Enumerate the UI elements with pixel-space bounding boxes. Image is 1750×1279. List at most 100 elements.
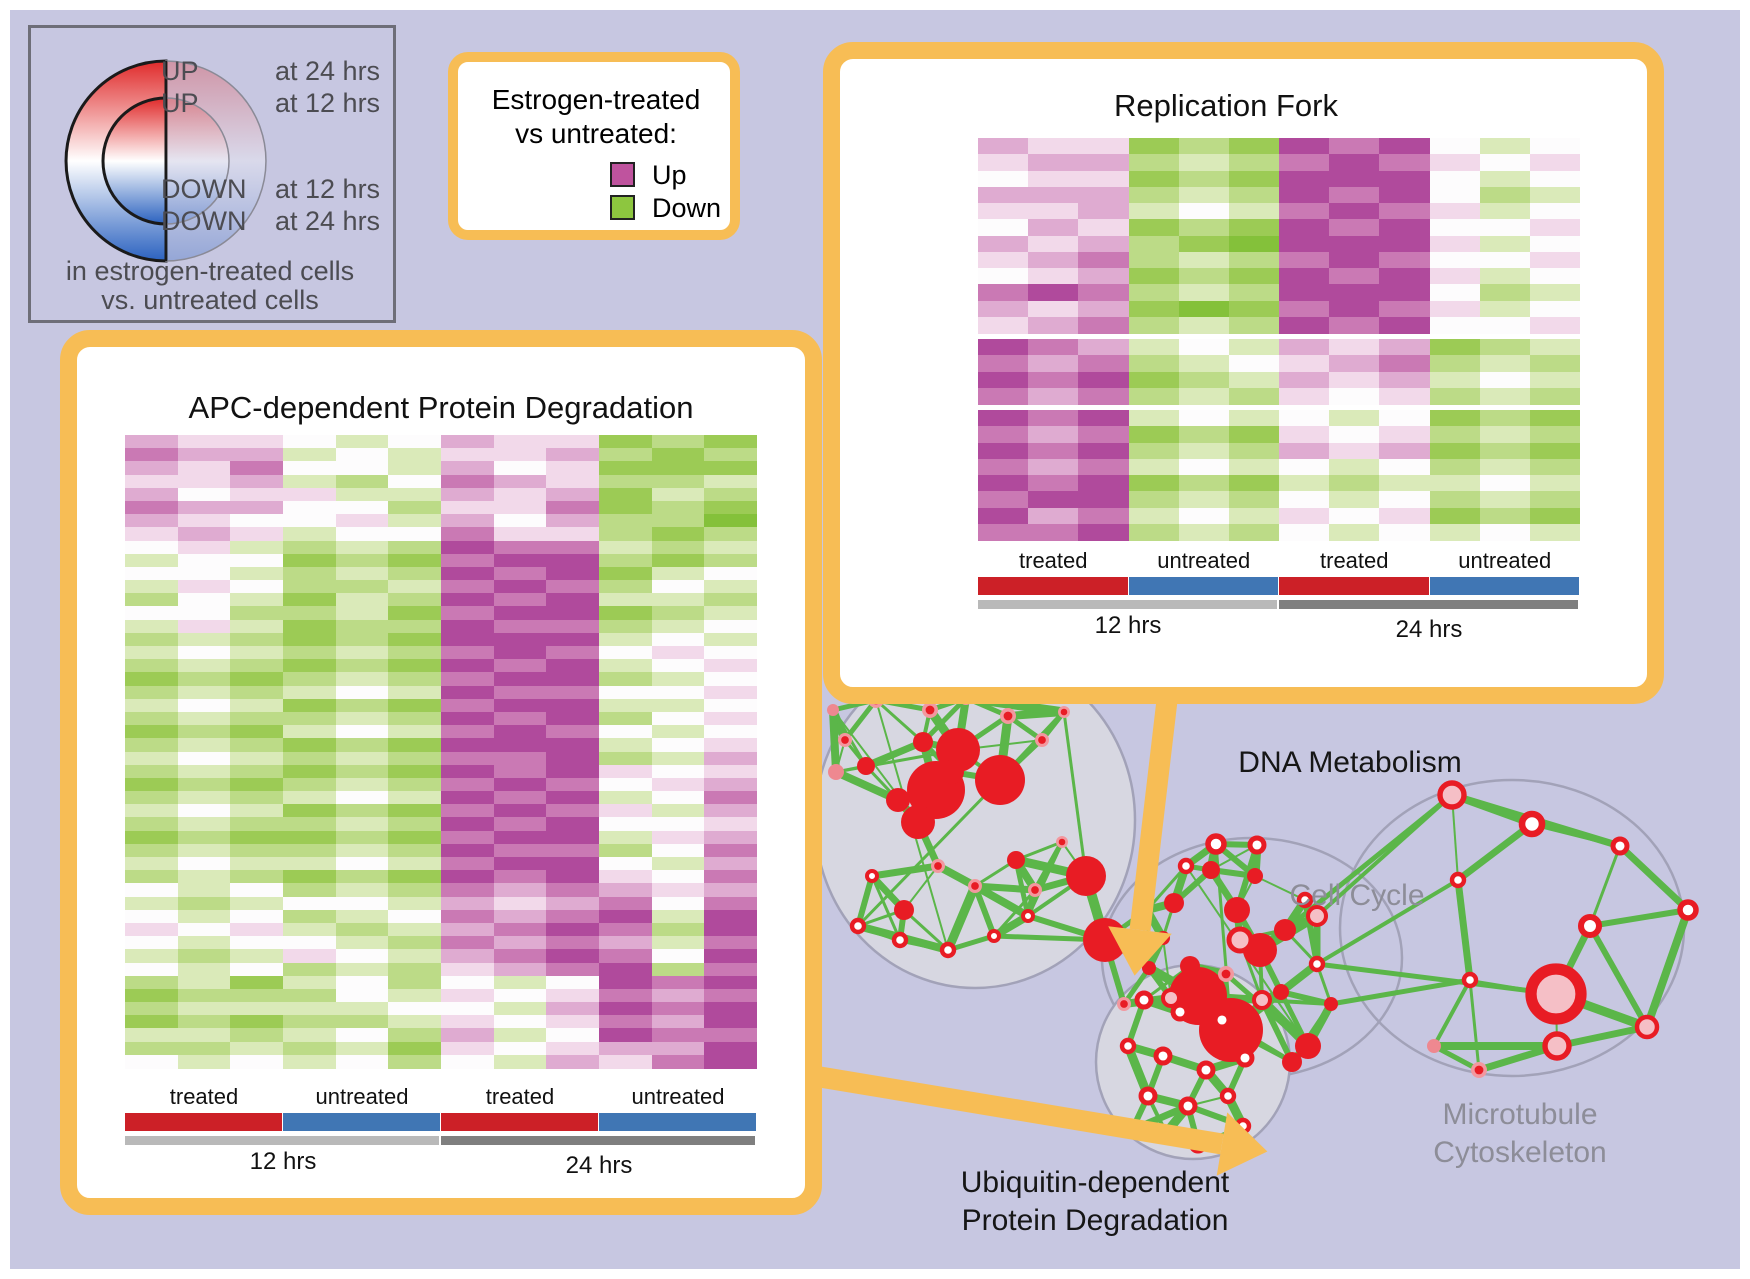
heatmap-cell	[441, 843, 495, 858]
heatmap-cell	[704, 619, 758, 634]
heatmap-cell	[283, 830, 337, 845]
heatmap-cell	[493, 751, 547, 766]
heatmap-cell	[230, 883, 284, 898]
heatmap-cell	[546, 870, 600, 884]
heatmap-cell	[493, 527, 547, 541]
heatmap-cell	[335, 527, 389, 541]
heatmap-cell	[388, 817, 442, 832]
heatmap-cell	[651, 883, 705, 898]
heatmap-cell	[1279, 203, 1330, 220]
gene-node-ring	[1119, 1037, 1137, 1055]
heatmap-cell	[704, 725, 758, 739]
network-edge	[1261, 998, 1332, 1006]
heatmap-cell	[1178, 410, 1230, 427]
key-up-24-word: UP	[161, 56, 199, 86]
heatmap-cell	[546, 698, 600, 713]
heatmap-cell	[441, 870, 495, 884]
heatmap-cell	[283, 540, 337, 555]
heatmap-cell	[599, 830, 653, 845]
heatmap-cell	[493, 1015, 547, 1029]
heatmap-cell	[441, 685, 495, 700]
heatmap-cell	[441, 962, 495, 977]
heatmap-cell	[546, 751, 600, 766]
heatmap-cell	[177, 949, 231, 963]
heatmap-cell	[978, 219, 1029, 236]
heatmap-cell	[978, 491, 1029, 508]
heatmap-cell	[177, 738, 231, 752]
heatmap-cell	[230, 632, 284, 647]
heatmap-cell	[1228, 186, 1280, 204]
heatmap-cell	[1379, 300, 1430, 318]
heatmap-cell	[125, 738, 179, 752]
heatmap-cell	[651, 1015, 705, 1029]
heatmap-cell	[978, 507, 1029, 525]
heatmap-cell	[1379, 475, 1430, 492]
heatmap-cell	[125, 804, 179, 818]
heatmap-cell	[651, 448, 705, 462]
heatmap-cell	[125, 764, 179, 779]
heatmap-cell	[283, 725, 337, 739]
heatmap-cell	[546, 540, 600, 555]
heatmap-cell	[978, 268, 1029, 285]
heatmap-cell	[125, 606, 179, 621]
heatmap-cell	[177, 632, 231, 647]
heatmap-cell	[1329, 219, 1380, 236]
network-edge	[1588, 845, 1622, 927]
heatmap-cell	[1379, 251, 1430, 269]
heatmap-cell	[1379, 235, 1430, 253]
heatmap-cell	[1228, 355, 1280, 372]
gene-node-solid	[857, 757, 875, 775]
heatmap-cell	[283, 580, 337, 594]
heatmap-cell	[1178, 491, 1230, 508]
network-edge	[1162, 937, 1172, 999]
heatmap-cell	[441, 791, 495, 805]
heatmap-cell	[177, 593, 231, 607]
key-caption-line2: vs. untreated cells	[101, 285, 319, 315]
heatmap-cell	[651, 764, 705, 779]
rf-treated-untreated-bar	[978, 577, 1580, 595]
heatmap-cell	[388, 1028, 442, 1043]
gene-node-ring	[1138, 1086, 1158, 1106]
heatmap-cell	[1279, 371, 1330, 389]
heatmap-cell	[599, 1015, 653, 1029]
heatmap-cell	[177, 777, 231, 792]
heatmap-cell	[441, 527, 495, 541]
heatmap-cell	[1228, 235, 1280, 253]
legend-title-line2: vs untreated:	[515, 118, 677, 149]
heatmap-cell	[283, 909, 337, 924]
heatmap-cell	[1028, 284, 1079, 301]
heatmap-cell	[125, 843, 179, 858]
heatmap-cell	[599, 949, 653, 963]
heatmap-cell	[125, 553, 179, 568]
heatmap-cell	[283, 949, 337, 963]
heatmap-cell	[1078, 387, 1129, 405]
heatmap-cell	[335, 659, 389, 673]
gene-node-ring	[1134, 990, 1154, 1010]
heatmap-cell	[546, 936, 600, 950]
network-edge	[1254, 875, 1306, 901]
heatmap-cell	[441, 988, 495, 1003]
gene-node-solid	[1224, 897, 1250, 923]
heatmap-cell	[1228, 387, 1280, 405]
heatmap-cell	[230, 857, 284, 871]
heatmap-cell	[283, 896, 337, 911]
group-label: treated	[485, 1084, 555, 1109]
heatmap-cell	[125, 936, 179, 950]
heatmap-cell	[599, 975, 653, 990]
heatmap-cell	[1379, 371, 1430, 389]
heatmap-cell	[125, 975, 179, 990]
gene-node-pink-core	[1525, 963, 1587, 1025]
heatmap-cell	[1479, 219, 1531, 236]
heatmap-cell	[651, 553, 705, 568]
heatmap-cell	[441, 949, 495, 963]
heatmap-cell	[230, 764, 284, 779]
heatmap-cell	[1028, 410, 1079, 427]
heatmap-cell	[230, 962, 284, 977]
untreated-bar-segment	[1429, 577, 1579, 595]
heatmap-cell	[388, 566, 442, 581]
heatmap-cell	[230, 1041, 284, 1056]
network-edge	[1316, 961, 1557, 997]
heatmap-cell	[1529, 284, 1581, 301]
heatmap-cell	[441, 646, 495, 660]
heatmap-cell	[1279, 523, 1330, 541]
